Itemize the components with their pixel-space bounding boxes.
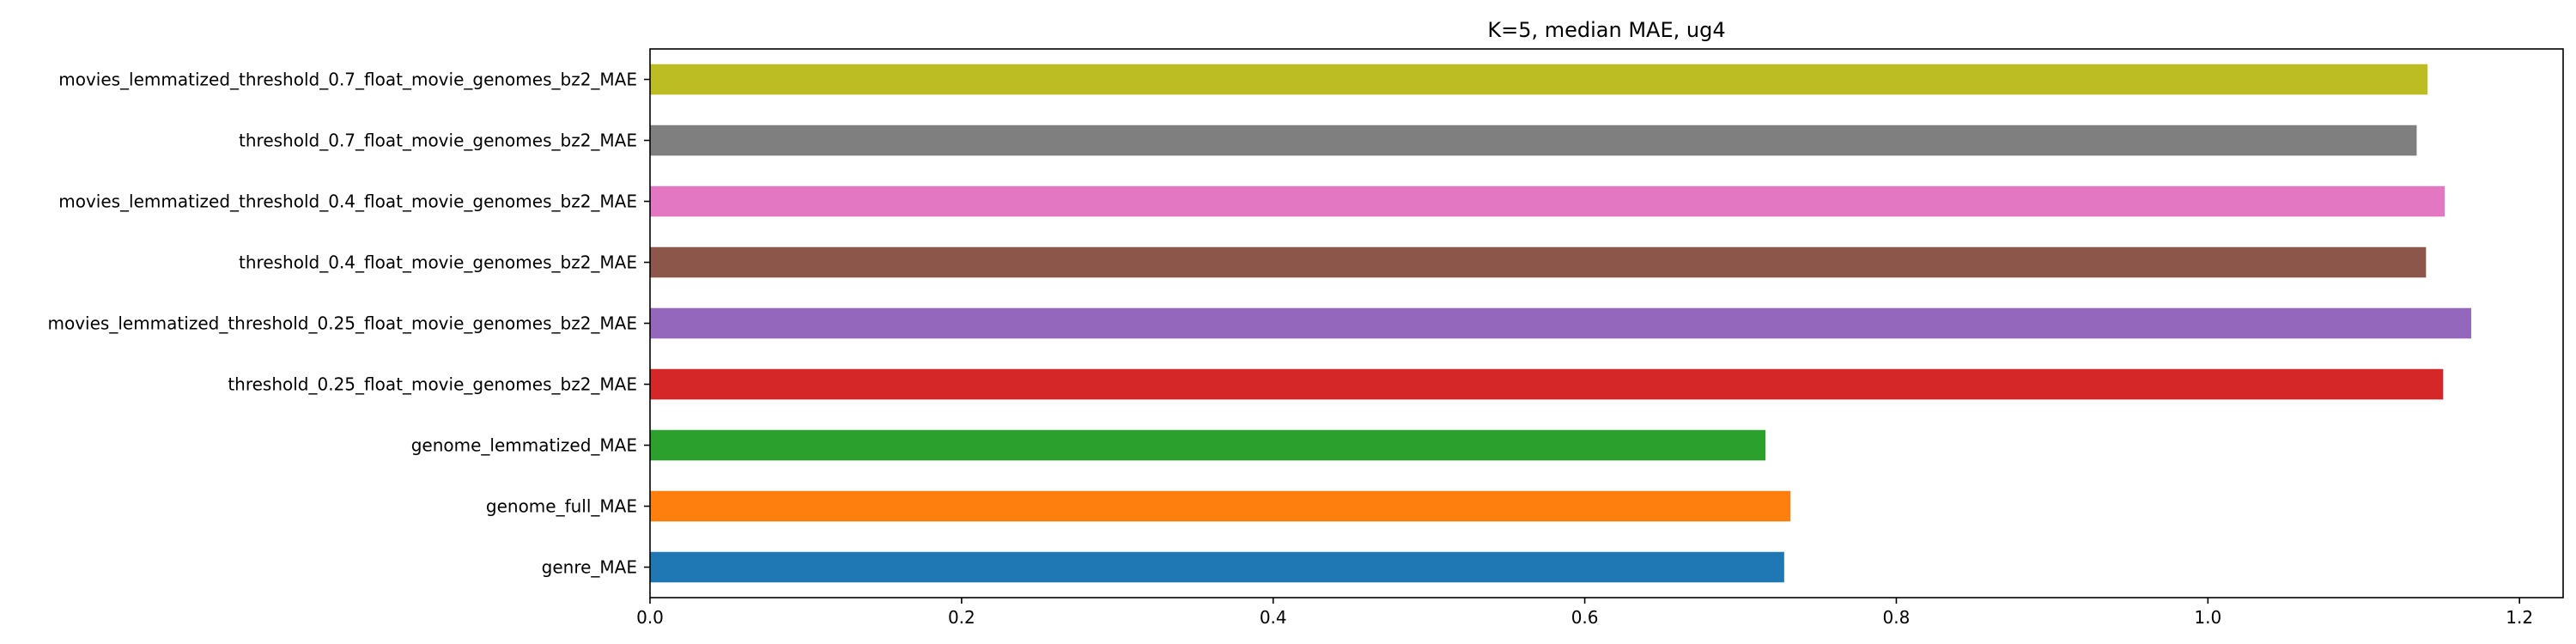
bar-genome_full_MAE (650, 490, 1791, 522)
x-tick-label: 1.2 (2506, 607, 2533, 628)
x-tick-label: 0.6 (1571, 607, 1599, 628)
bar-threshold_0.25_float_movie_genomes_bz2_MAE (650, 368, 2444, 400)
bar-genre_MAE (650, 551, 1784, 583)
bar-movies_lemmatized_threshold_0.7_float_movie_genomes_bz2_MAE (650, 64, 2428, 95)
bar-movies_lemmatized_threshold_0.4_float_movie_genomes_bz2_MAE (650, 185, 2445, 217)
x-tick-label: 0.0 (636, 607, 664, 628)
category-label: movies_lemmatized_threshold_0.25_float_m… (48, 313, 638, 334)
bar-movies_lemmatized_threshold_0.25_float_movie_genomes_bz2_MAE (650, 307, 2471, 339)
bar-threshold_0.7_float_movie_genomes_bz2_MAE (650, 125, 2417, 156)
category-label: genome_lemmatized_MAE (411, 435, 637, 456)
category-labels: genre_MAE genome_full_MAE genome_lemmatize… (48, 70, 650, 578)
bars-group (650, 64, 2471, 583)
bar-threshold_0.4_float_movie_genomes_bz2_MAE (650, 246, 2427, 278)
category-label: threshold_0.4_float_movie_genomes_bz2_MA… (239, 252, 637, 273)
bar-genome_lemmatized_MAE (650, 429, 1766, 461)
category-label: genre_MAE (542, 557, 637, 578)
x-tick-label: 0.2 (948, 607, 975, 628)
x-tick-label: 0.4 (1260, 607, 1287, 628)
category-label: genome_full_MAE (486, 496, 637, 517)
category-label: threshold_0.7_float_movie_genomes_bz2_MA… (239, 131, 637, 151)
x-tick-label: 0.8 (1883, 607, 1911, 628)
chart-title: K=5, median MAE, ug4 (1487, 18, 1725, 42)
category-label: movies_lemmatized_threshold_0.4_float_mo… (58, 191, 637, 212)
x-axis: 0.0 0.2 0.4 0.6 0.8 1.0 1.2 (636, 598, 2533, 628)
category-label: movies_lemmatized_threshold_0.7_float_mo… (58, 70, 637, 90)
category-label: threshold_0.25_float_movie_genomes_bz2_M… (228, 374, 637, 395)
plot-frame (649, 48, 2564, 598)
x-tick-label: 1.0 (2194, 607, 2221, 628)
